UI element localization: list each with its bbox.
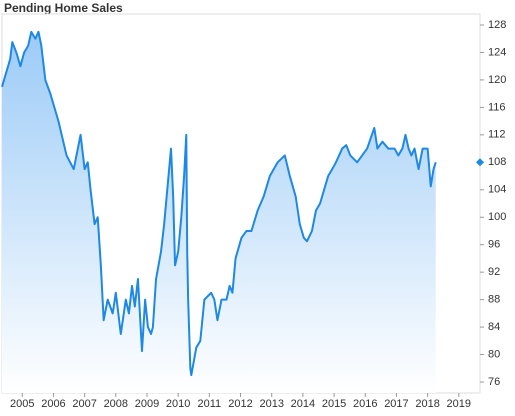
x-tick-label: 2006 xyxy=(41,398,65,410)
y-tick-label: 116 xyxy=(488,101,506,113)
x-tick-label: 2018 xyxy=(415,398,439,410)
chart-title: Pending Home Sales xyxy=(4,1,123,15)
x-tick-label: 2012 xyxy=(228,398,252,410)
y-tick-label: 100 xyxy=(488,211,506,223)
x-tick-label: 2005 xyxy=(10,398,34,410)
y-tick-label: 92 xyxy=(488,266,500,278)
y-tick-label: 120 xyxy=(488,74,506,86)
y-tick-label: 108 xyxy=(488,156,506,168)
last-value-marker xyxy=(476,158,484,167)
y-tick-label: 96 xyxy=(488,239,500,251)
y-tick-label: 124 xyxy=(488,46,506,58)
y-tick-label: 80 xyxy=(488,348,500,360)
y-tick-label: 128 xyxy=(488,19,506,31)
y-tick-label: 88 xyxy=(488,294,500,306)
y-tick-label: 104 xyxy=(488,184,506,196)
x-tick-label: 2014 xyxy=(291,398,315,410)
y-tick-label: 84 xyxy=(488,321,500,333)
x-tick-label: 2015 xyxy=(322,398,346,410)
x-tick-label: 2009 xyxy=(135,398,159,410)
area-fill xyxy=(2,31,436,393)
x-tick-label: 2019 xyxy=(447,398,471,410)
x-tick-label: 2013 xyxy=(259,398,283,410)
x-tick-label: 2017 xyxy=(384,398,408,410)
x-tick-label: 2011 xyxy=(198,398,222,410)
x-tick-label: 2016 xyxy=(353,398,377,410)
y-tick-label: 76 xyxy=(488,376,500,388)
x-tick-label: 2007 xyxy=(72,398,96,410)
x-tick-label: 2008 xyxy=(104,398,128,410)
x-tick-label: 2010 xyxy=(166,398,190,410)
y-tick-label: 112 xyxy=(488,129,506,141)
series-line xyxy=(1,30,437,377)
